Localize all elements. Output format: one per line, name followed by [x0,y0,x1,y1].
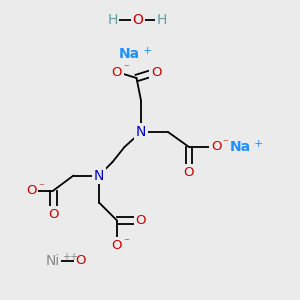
Text: ++: ++ [62,252,78,262]
Text: H: H [157,13,167,26]
Text: O: O [136,214,146,227]
Text: O: O [26,184,37,197]
Text: O: O [133,13,143,26]
Text: ⁻: ⁻ [123,237,129,247]
Text: H: H [107,13,118,26]
Text: O: O [48,208,59,221]
Text: O: O [184,166,194,179]
Text: O: O [112,239,122,252]
Text: Na: Na [118,47,140,61]
Text: ⁻: ⁻ [38,182,44,192]
Text: O: O [112,65,122,79]
Text: +: + [253,139,263,149]
Text: Na: Na [230,140,250,154]
Text: O: O [151,65,161,79]
Text: N: N [94,169,104,182]
Text: N: N [136,125,146,139]
Text: Ni: Ni [45,254,60,268]
Text: O: O [211,140,221,154]
Text: ⁻: ⁻ [222,138,228,148]
Text: ⁻: ⁻ [123,63,129,74]
Text: O: O [76,254,86,268]
Text: +: + [142,46,152,56]
